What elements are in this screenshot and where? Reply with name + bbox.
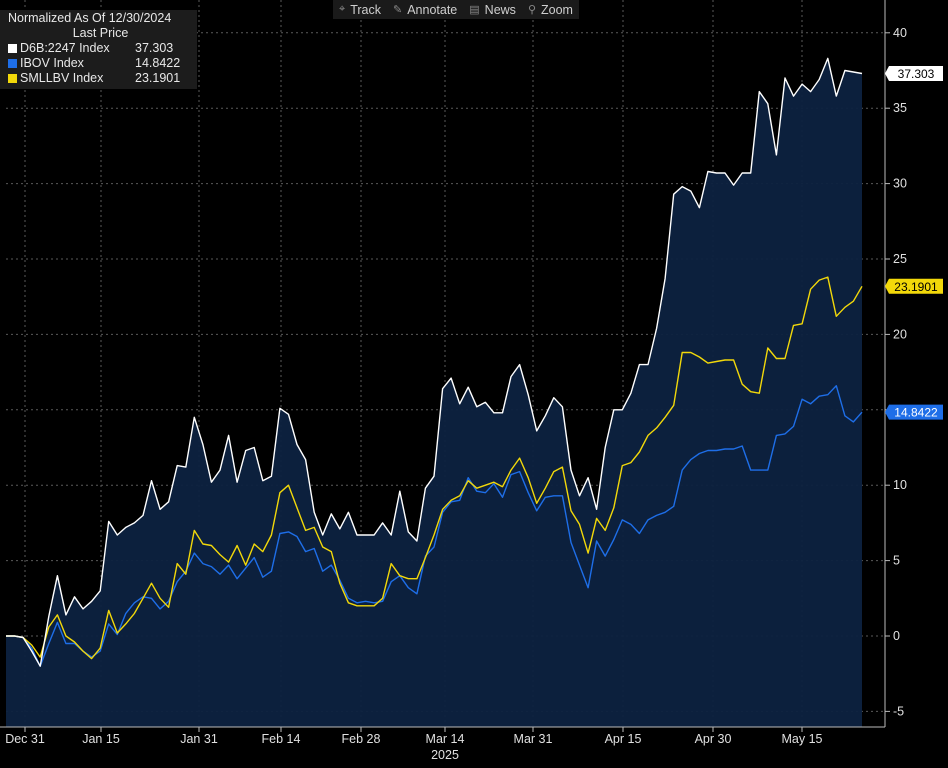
last-price-badge — [885, 404, 943, 420]
track-label: Track — [350, 2, 381, 17]
last-price-value: 37.303 — [898, 67, 935, 81]
y-tick-label: 40 — [893, 26, 907, 40]
legend-item[interactable]: IBOV Index 14.8422 — [8, 56, 193, 71]
area-fill — [6, 58, 862, 727]
series-line — [6, 276, 863, 660]
legend-item-name: SMLLBV Index — [20, 71, 104, 85]
series-line — [6, 57, 863, 667]
x-tick-label: May 15 — [782, 732, 823, 746]
x-tick-label: Jan 31 — [180, 732, 218, 746]
magnifier-icon: ⚲ — [527, 4, 536, 16]
legend-item-value: 14.8422 — [135, 56, 181, 70]
last-price-badge — [885, 65, 943, 81]
news-icon: ▤ — [469, 4, 480, 16]
series-lines — [6, 57, 863, 667]
legend-item[interactable]: SMLLBV Index 23.1901 — [8, 71, 193, 86]
area-under-series — [6, 58, 862, 727]
x-tick-label: Jan 15 — [82, 732, 120, 746]
last-price-value: 14.8422 — [894, 406, 938, 420]
y-tick-label: 5 — [893, 554, 900, 568]
y-tick-label: -5 — [893, 704, 904, 718]
x-tick-label: Feb 28 — [342, 732, 381, 746]
last-price-badge — [885, 278, 943, 294]
annotate-button[interactable]: ✎ Annotate — [387, 0, 463, 19]
chart-toolbar: ⌖ Track ✎ Annotate ▤ News ⚲ Zoom — [333, 0, 579, 19]
series-line — [6, 385, 863, 667]
news-button[interactable]: ▤ News — [463, 0, 522, 19]
x-tick-label: Mar 14 — [426, 732, 465, 746]
legend-item-value: 37.303 — [135, 41, 174, 55]
x-tick-label: Apr 15 — [605, 732, 642, 746]
y-tick-label: 25 — [893, 252, 907, 266]
y-tick-label: 35 — [893, 101, 907, 115]
legend-item[interactable]: D6B:2247 Index 37.303 — [8, 41, 193, 56]
zoom-label: Zoom — [541, 2, 573, 17]
crosshair-icon: ⌖ — [339, 3, 346, 15]
legend-subtitle: Last Price — [72, 26, 129, 40]
legend-item-value: 23.1901 — [135, 71, 181, 85]
y-tick-label: 30 — [893, 177, 907, 191]
y-tick-label: 10 — [893, 478, 907, 492]
x-tick-label: Feb 14 — [262, 732, 301, 746]
legend-title: Normalized As Of 12/30/2024 — [8, 11, 172, 25]
track-button[interactable]: ⌖ Track — [333, 0, 387, 19]
y-tick-label: 0 — [893, 629, 900, 643]
legend-swatch-white — [8, 44, 17, 53]
legend-item-name: D6B:2247 Index — [20, 41, 110, 55]
pencil-icon: ✎ — [393, 4, 403, 16]
legend-swatch-blue — [8, 59, 17, 68]
annotate-label: Annotate — [407, 2, 458, 17]
legend-swatch-yellow — [8, 74, 17, 83]
legend-item-name: IBOV Index — [20, 56, 84, 70]
x-tick-label: Mar 31 — [514, 732, 553, 746]
last-price-labels: 37.303 14.8422 23.1901 — [885, 65, 943, 420]
y-tick-label: 20 — [893, 327, 907, 341]
zoom-button[interactable]: ⚲ Zoom — [522, 0, 579, 19]
last-price-value: 23.1901 — [894, 280, 938, 294]
news-label: News — [484, 2, 516, 17]
x-tick-label: Apr 30 — [695, 732, 732, 746]
x-tick-label: Dec 31 — [5, 732, 45, 746]
x-year-label: 2025 — [431, 748, 459, 762]
chart-legend: Normalized As Of 12/30/2024 Last Price D… — [0, 10, 197, 89]
